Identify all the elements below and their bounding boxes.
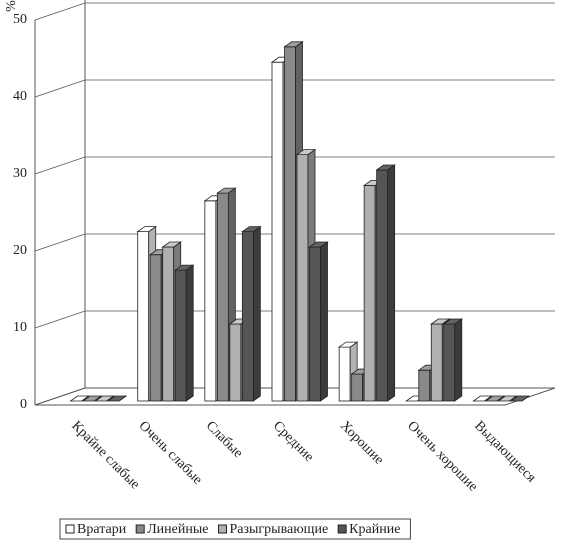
bar-top <box>161 241 182 248</box>
bar <box>216 192 229 402</box>
legend-swatch <box>65 524 75 534</box>
bar <box>376 169 389 402</box>
bar <box>296 154 309 402</box>
bar-side <box>454 318 463 402</box>
bar-top <box>337 341 359 348</box>
legend-label: Вратари <box>77 522 127 537</box>
y-tick-label: 40 <box>13 89 27 104</box>
bar-side <box>387 164 396 402</box>
bar-side <box>320 241 328 402</box>
bar <box>162 246 175 402</box>
bar-side <box>252 225 261 402</box>
bar <box>309 246 321 402</box>
bar <box>137 231 150 402</box>
bar-top <box>81 395 103 402</box>
y-tick-label: 30 <box>13 166 27 181</box>
x-tick-label: Хорошие <box>337 418 386 467</box>
bar <box>418 369 431 402</box>
y-tick-label: 10 <box>13 320 27 335</box>
bar-top <box>106 395 128 402</box>
x-tick-label: Слабые <box>203 418 246 461</box>
bar-top <box>509 395 531 402</box>
grid-line <box>34 310 555 329</box>
x-tick-label: Средние <box>270 418 316 464</box>
bar <box>284 46 296 402</box>
x-tick-label: Крайне слабые <box>68 418 142 492</box>
bar-top <box>484 395 506 402</box>
legend-label: Крайние <box>349 522 400 537</box>
bar <box>149 254 162 402</box>
bar-top <box>241 226 262 233</box>
bar-top <box>442 318 464 325</box>
legend: Вратари Линейные Разыгрывающие Крайние <box>59 518 411 540</box>
legend-label: Разыгрывающие <box>230 522 329 537</box>
bar-top <box>430 318 451 325</box>
x-tick-label: Очень слабые <box>136 418 205 487</box>
y-axis-label: % <box>4 0 19 12</box>
grid-line <box>34 79 555 98</box>
bar <box>430 323 443 402</box>
legend-swatch <box>337 524 347 534</box>
bar <box>271 61 284 402</box>
x-tick-label: Выдающиеся <box>471 418 539 486</box>
grid-line <box>34 156 555 175</box>
bar-top <box>173 264 195 271</box>
bar <box>351 373 364 402</box>
legend-box <box>59 518 411 540</box>
grid-line <box>34 2 555 21</box>
y-tick-label: 0 <box>20 397 27 412</box>
bar-top <box>136 226 157 233</box>
bar-top <box>216 187 237 194</box>
bar-top <box>283 41 304 48</box>
bar <box>174 269 187 402</box>
bar <box>241 231 254 402</box>
bar-top <box>472 395 493 402</box>
bar-top <box>375 164 396 171</box>
bar <box>229 323 242 402</box>
bar-side <box>185 264 194 402</box>
bar-top <box>497 395 518 402</box>
bar <box>204 200 217 402</box>
y-tick-label: 20 <box>13 243 27 258</box>
legend-label: Линейные <box>147 522 208 537</box>
bar <box>443 323 456 402</box>
bar <box>338 346 351 402</box>
grid-line <box>34 387 555 406</box>
grid-line <box>34 233 555 252</box>
y-tick-label: 50 <box>13 12 27 27</box>
bar <box>363 184 376 402</box>
bar-top <box>295 149 317 156</box>
legend-swatch <box>135 524 145 534</box>
legend-swatch <box>218 524 227 534</box>
bar-top <box>308 241 329 248</box>
x-tick-label: Очень хорошие <box>404 418 480 494</box>
bar-top <box>94 395 115 402</box>
bar-top <box>69 395 90 402</box>
